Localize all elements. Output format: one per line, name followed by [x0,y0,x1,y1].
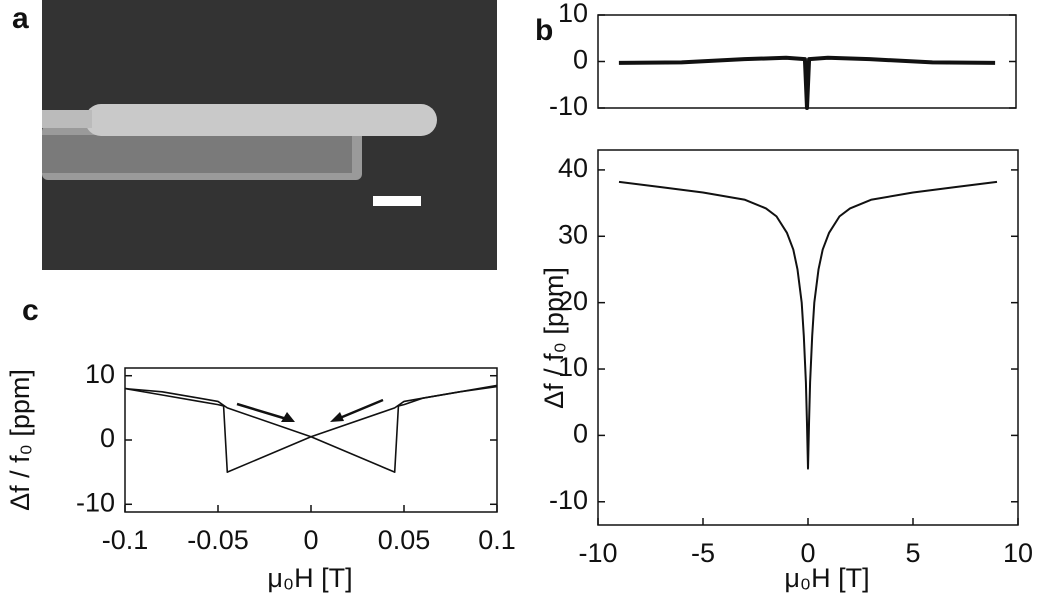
panel-label: b [535,14,553,47]
x-tick-label: -0.05 [187,525,249,555]
y-tick-label: -10 [76,487,115,517]
x-tick-label: 5 [905,538,920,568]
y-tick-label: 20 [558,286,588,316]
plot-frame [124,367,498,513]
y-tick-label: 0 [100,423,115,453]
y-tick-label: 0 [573,419,588,449]
data-line [618,55,996,110]
arrow-head [281,412,295,422]
y-tick-label: -10 [549,485,588,515]
x-tick-label: -10 [578,538,617,568]
x-tick-label: 0 [303,525,318,555]
arrow [236,402,291,422]
y-axis-label: Δf / f₀ [ppm] [539,267,569,409]
arrow-head [330,412,344,422]
cantilever-body [42,135,352,173]
x-tick-label: -0.1 [102,525,149,555]
y-axis-label: Δf / f₀ [ppm] [5,369,35,511]
y-tick-label: -10 [549,91,588,121]
x-tick-label: 10 [1003,538,1033,568]
data-line [618,180,998,470]
y-tick-label: 10 [85,359,115,389]
y-tick-label: 30 [558,219,588,249]
x-tick-label: 0 [800,538,815,568]
scale-bar [373,196,421,206]
panel-label: a [12,2,29,35]
data-line [124,385,498,473]
cantilever-edge [42,110,92,128]
y-tick-label: 10 [558,0,588,28]
x-tick-label: 0.05 [378,525,431,555]
data-line [124,384,498,473]
x-tick-label: -5 [691,538,715,568]
y-tick-label: 0 [573,45,588,75]
arrow [334,398,384,422]
x-axis-label: μ₀H [T] [784,563,869,593]
nanowire [85,104,437,136]
y-tick-label: 10 [558,352,588,382]
panel-label: c [22,294,39,327]
y-tick-label: 40 [558,153,588,183]
x-axis-label: μ₀H [T] [267,563,352,593]
x-tick-label: 0.1 [478,525,516,555]
